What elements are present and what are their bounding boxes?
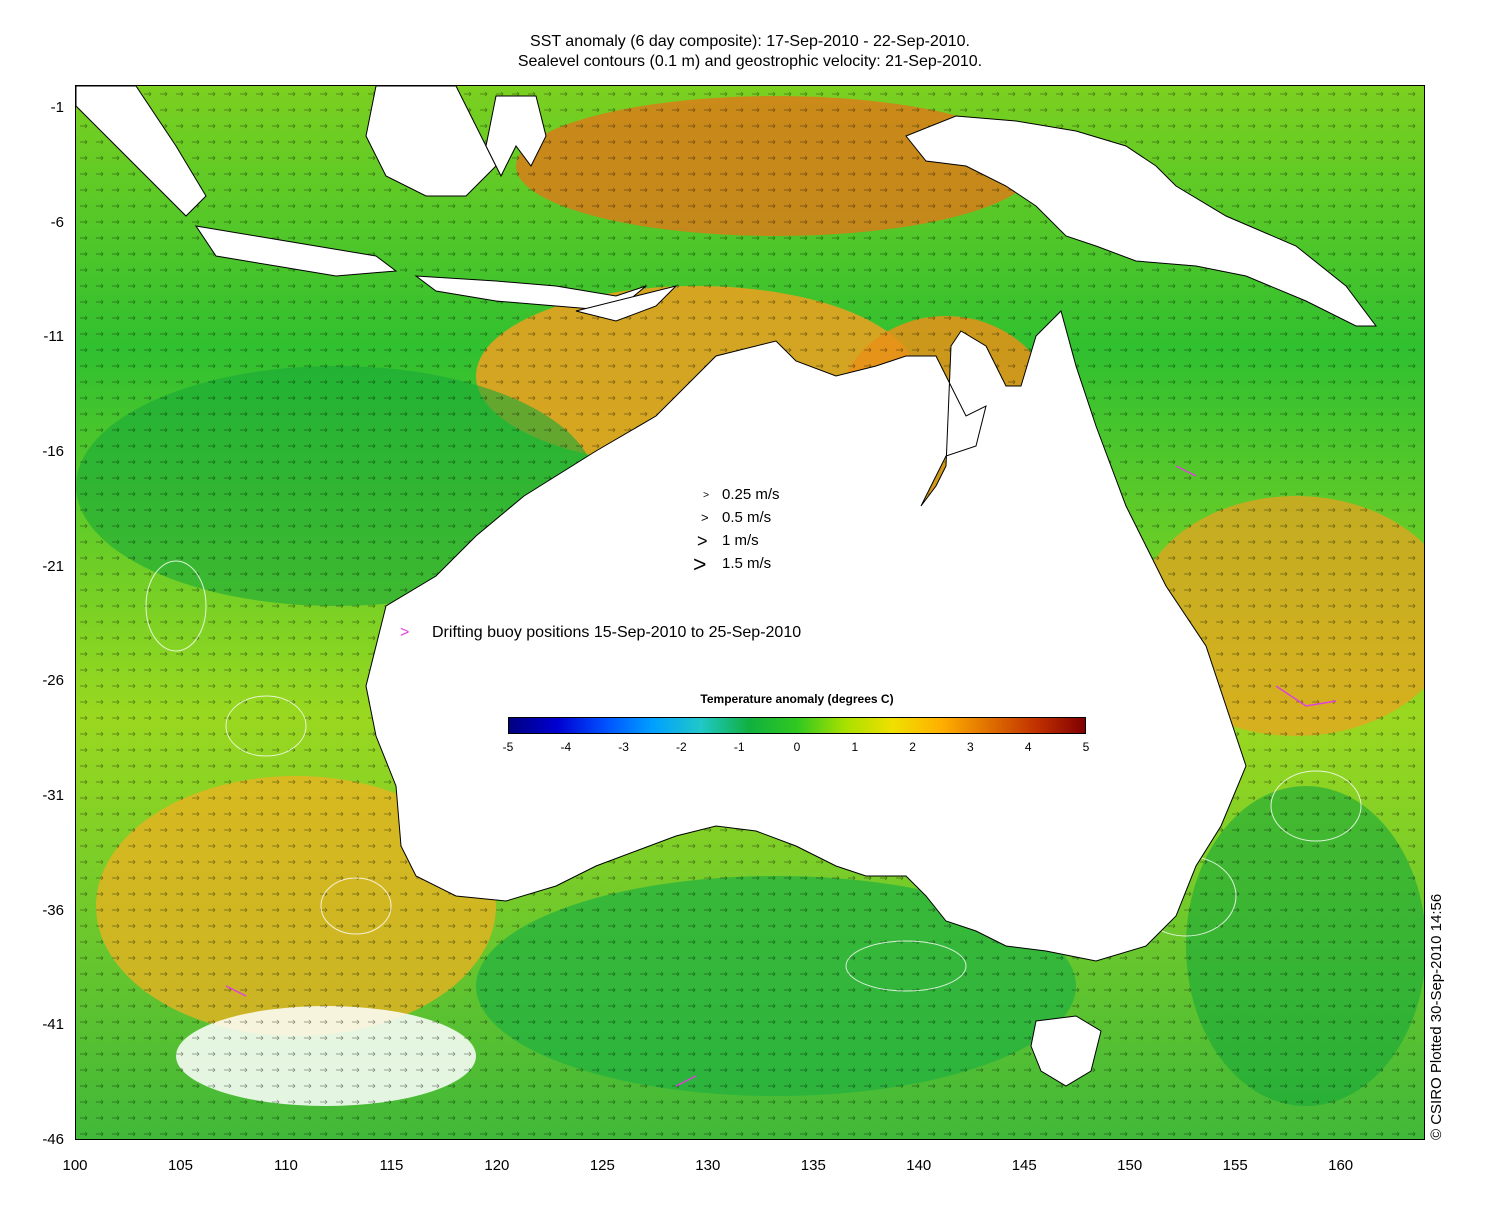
colorbar-tick-label: 0: [793, 740, 801, 754]
buoy-positions: [225, 465, 1337, 1087]
buoy-legend-label: Drifting buoy positions 15-Sep-2010 to 2…: [432, 624, 802, 641]
velocity-legend-label: 1 m/s: [722, 532, 759, 549]
x-tick-label: 140: [906, 1157, 932, 1174]
buoy-marker-glyph: >: [400, 624, 410, 641]
x-tick-label: 145: [1011, 1157, 1037, 1174]
sst-anomaly-map[interactable]: [75, 85, 1425, 1140]
colorbar-tick-label: -4: [560, 740, 572, 754]
y-tick-label: -31: [42, 786, 64, 804]
sulawesi-landmass: [485, 95, 547, 178]
x-tick-label: 125: [589, 1157, 615, 1174]
y-tick-label: -1: [50, 98, 64, 116]
y-tick-label: -21: [42, 557, 64, 575]
velocity-legend-label: 1.5 m/s: [722, 555, 772, 572]
credit-text: © CSIRO Plotted 30-Sep-2010 14:56: [1428, 893, 1445, 1140]
colorbar-tick-label: -1: [733, 740, 745, 754]
borneo-landmass: [365, 86, 497, 197]
colorbar-tick-label: 4: [1024, 740, 1032, 754]
new-guinea-landmass: [905, 115, 1377, 327]
colorbar-tick-label: -3: [618, 740, 629, 754]
title-line-1: SST anomaly (6 day composite): 17-Sep-20…: [530, 33, 970, 50]
colorbar-tick-label: 2: [909, 740, 916, 754]
velocity-arrow-glyph: >: [697, 531, 708, 551]
colorbar-tick-label: 1: [851, 740, 859, 754]
x-tick-label: 120: [484, 1157, 510, 1174]
velocity-legend-label: 0.25 m/s: [722, 486, 780, 503]
sumatra-landmass: [76, 86, 207, 217]
x-tick-label: 160: [1328, 1157, 1354, 1174]
colorbar-tick-label: -5: [502, 740, 514, 754]
y-tick-label: -41: [42, 1016, 64, 1034]
tasmania-landmass: [1030, 1015, 1102, 1087]
x-tick-label: 150: [1117, 1157, 1143, 1174]
y-tick-label: -36: [42, 901, 64, 919]
x-tick-label: 110: [273, 1157, 298, 1174]
x-tick-label: 105: [167, 1157, 193, 1174]
y-tick-label: -6: [50, 213, 64, 231]
colorbar-title: Temperature anomaly (degrees C): [700, 692, 894, 706]
velocity-legend-label: 0.5 m/s: [722, 509, 772, 526]
x-tick-label: 135: [800, 1157, 826, 1174]
colorbar-tick-label: 3: [967, 740, 974, 754]
velocity-arrow-glyph: >: [701, 510, 709, 525]
australia-landmass: [365, 310, 1247, 962]
y-tick-label: -26: [42, 672, 64, 690]
x-tick-label: 100: [62, 1157, 88, 1174]
colorbar-tick-label: 5: [1082, 740, 1090, 754]
y-tick-label: -46: [42, 1131, 64, 1148]
y-tick-label: -16: [42, 442, 64, 460]
y-tick-label: -11: [43, 328, 64, 346]
map-canvas: [76, 86, 1424, 1139]
colorbar: [508, 717, 1086, 734]
velocity-arrow-glyph: >: [693, 551, 707, 577]
java-landmass: [194, 225, 398, 277]
x-tick-label: 115: [379, 1157, 404, 1174]
x-tick-label: 155: [1222, 1157, 1248, 1174]
velocity-arrow-glyph: >: [703, 489, 710, 501]
colorbar-tick-label: -2: [676, 740, 687, 754]
title-line-2: Sealevel contours (0.1 m) and geostrophi…: [517, 53, 983, 70]
x-tick-label: 130: [695, 1157, 721, 1174]
timor-island: [575, 285, 678, 322]
